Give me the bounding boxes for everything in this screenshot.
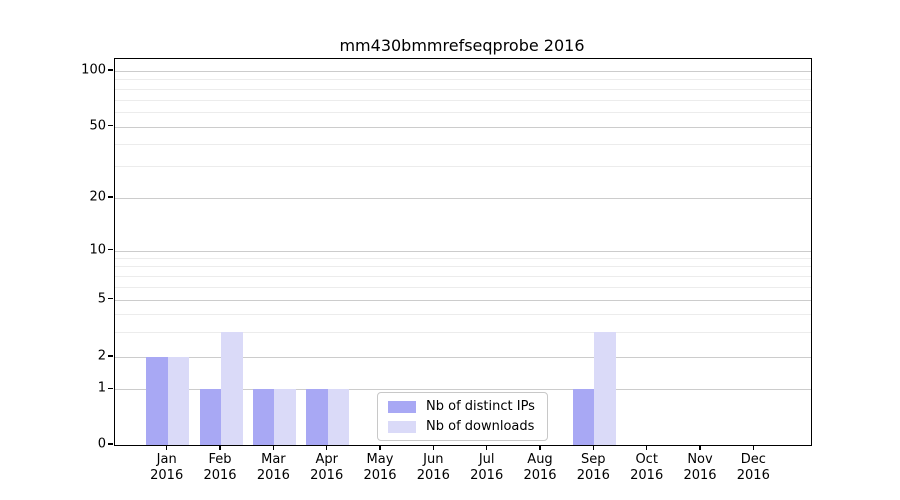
x-tick-label: May 2016 <box>363 452 397 483</box>
bar-distinct-ips-feb <box>199 389 221 445</box>
y-axis-tick <box>108 69 113 71</box>
x-tick-label: Mar 2016 <box>256 452 290 483</box>
bar-downloads-apr <box>327 389 350 445</box>
x-axis-tick <box>539 445 541 450</box>
bar-downloads-jan <box>167 357 190 445</box>
gridline-minor <box>115 258 811 259</box>
y-axis-tick <box>108 443 113 445</box>
x-axis-tick <box>486 445 488 450</box>
y-axis-tick <box>108 196 113 198</box>
x-tick-label: Feb 2016 <box>203 452 237 483</box>
legend-item-downloads: Nb of downloads <box>388 419 535 434</box>
gridline-minor <box>115 99 811 101</box>
x-tick-label: Jan 2016 <box>150 452 184 483</box>
x-tick-label: Sep 2016 <box>576 452 610 483</box>
gridline-minor <box>115 166 811 168</box>
x-axis-tick <box>166 445 168 450</box>
y-tick-label: 50 <box>89 118 106 133</box>
x-tick-label: Oct 2016 <box>630 452 664 483</box>
bar-downloads-feb <box>221 331 243 445</box>
bar-distinct-ips-jan <box>146 357 168 445</box>
gridline-major <box>115 357 811 358</box>
y-tick-label: 20 <box>89 189 106 205</box>
y-axis-tick <box>108 298 113 300</box>
gridline-minor <box>115 275 811 277</box>
bar-distinct-ips-sep <box>572 389 595 445</box>
gridline-minor <box>115 79 811 81</box>
legend-label-downloads: Nb of downloads <box>426 419 535 434</box>
bar-distinct-ips-mar <box>252 389 275 445</box>
legend-swatch-downloads <box>388 420 416 433</box>
gridline-major <box>115 389 811 391</box>
gridline-major <box>115 71 811 72</box>
legend-item-distinct-ips: Nb of distinct IPs <box>388 399 535 414</box>
y-tick-label: 5 <box>97 291 106 307</box>
x-axis-tick <box>752 445 754 450</box>
gridline-minor <box>115 266 811 268</box>
x-axis-tick <box>219 445 221 450</box>
x-tick-label: Jun 2016 <box>416 452 450 483</box>
x-tick-label: Dec 2016 <box>736 452 770 483</box>
x-axis-tick <box>646 445 648 450</box>
x-axis-tick <box>272 445 274 450</box>
plot-area <box>114 58 812 446</box>
gridline-minor <box>115 88 811 90</box>
bar-distinct-ips-apr <box>306 389 328 445</box>
gridline-major <box>115 250 811 252</box>
gridline-minor <box>115 111 811 113</box>
x-axis-tick <box>379 445 381 450</box>
y-axis-tick <box>108 125 113 127</box>
gridline-minor <box>115 313 811 315</box>
y-axis-tick <box>108 355 113 357</box>
x-tick-label: Nov 2016 <box>683 452 717 483</box>
gridline-minor <box>115 143 811 145</box>
legend: Nb of distinct IPs Nb of downloads <box>377 392 548 441</box>
x-axis-tick <box>326 445 328 450</box>
gridline-minor <box>115 331 811 333</box>
x-axis-tick <box>699 445 701 450</box>
y-tick-label: 10 <box>89 242 106 257</box>
bar-downloads-sep <box>594 331 616 445</box>
gridline-major <box>115 198 811 199</box>
x-axis-tick <box>432 445 434 450</box>
chart-title: mm430bmmrefseqprobe 2016 <box>339 36 585 55</box>
y-axis-tick <box>108 248 113 251</box>
y-tick-label: 2 <box>97 348 106 364</box>
y-tick-label: 100 <box>81 62 106 78</box>
x-axis-tick <box>592 445 594 450</box>
x-tick-label: Jul 2016 <box>470 452 504 483</box>
gridline-major <box>115 299 811 301</box>
x-tick-label: Apr 2016 <box>310 452 344 483</box>
gridline-major <box>115 126 811 128</box>
bar-downloads-mar <box>274 389 296 445</box>
legend-swatch-distinct-ips <box>388 400 416 413</box>
x-tick-label: Aug 2016 <box>523 452 557 483</box>
y-tick-label: 0 <box>97 436 106 452</box>
legend-label-distinct-ips: Nb of distinct IPs <box>426 399 535 414</box>
y-tick-label: 1 <box>97 380 106 396</box>
y-axis-tick <box>108 387 113 389</box>
gridline-minor <box>115 286 811 288</box>
